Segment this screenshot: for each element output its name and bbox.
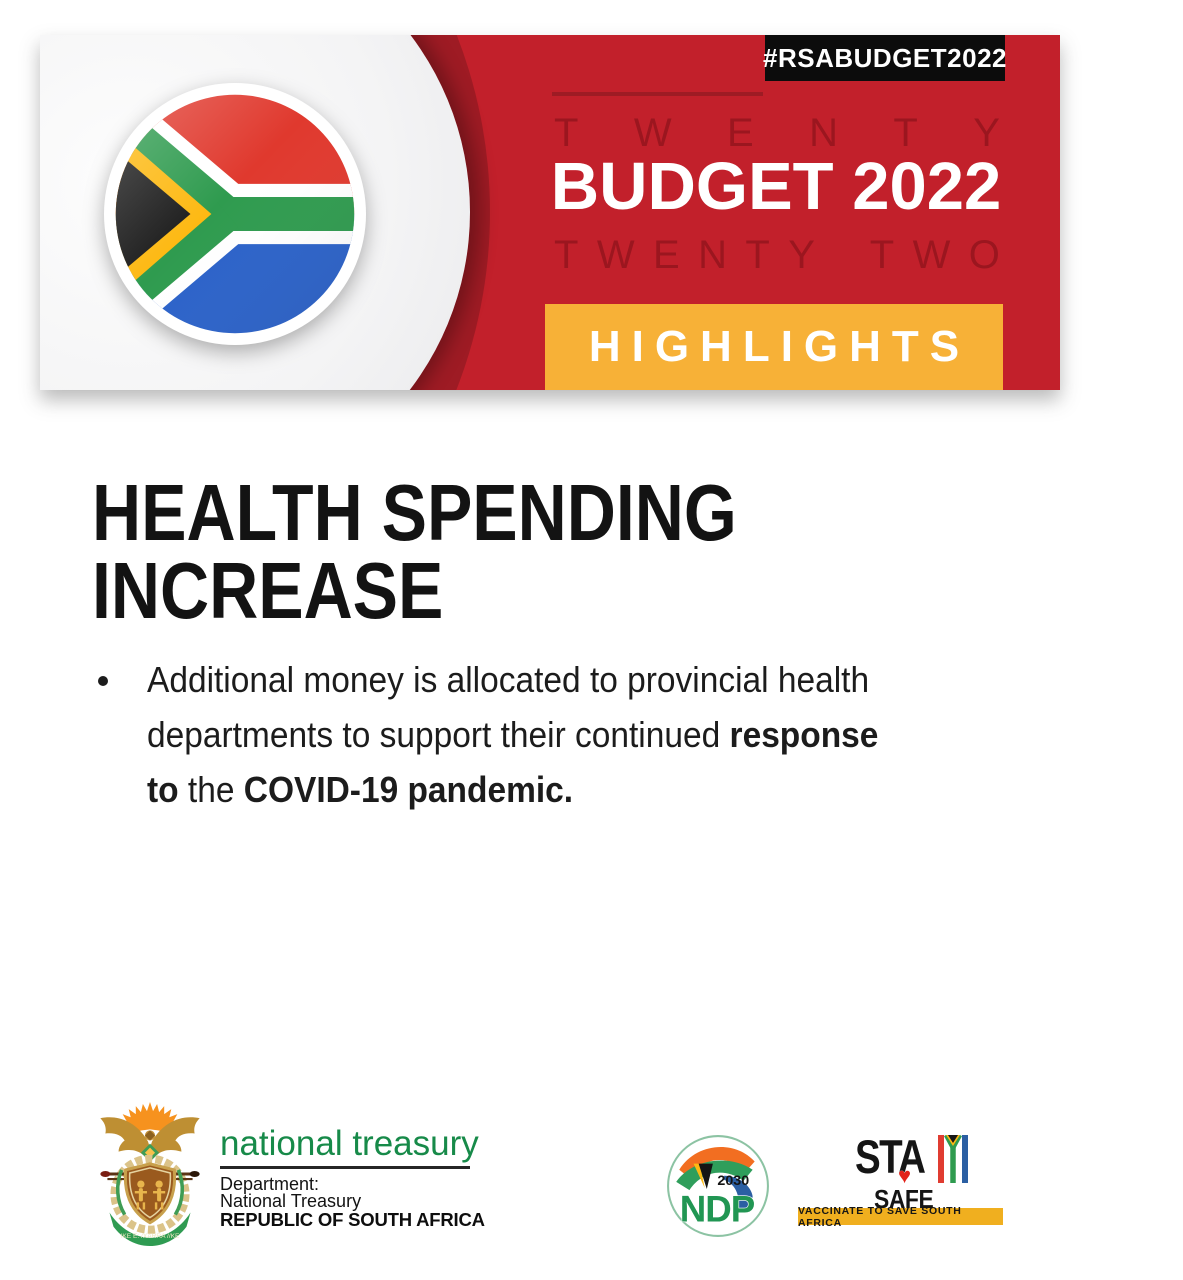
highlights-bar: HIGHLIGHTS [545,304,1003,390]
vaccinate-tagline: VACCINATE TO SAVE SOUTH AFRICA [798,1204,962,1229]
page-title-line2: INCREASE [92,546,444,635]
banner-rule [552,92,763,96]
bullet-text: Additional money is allocated to provinc… [147,659,879,810]
heart-icon: ♥ [898,1163,912,1188]
treasury-country: REPUBLIC OF SOUTH AFRICA [220,1209,485,1230]
bullet-item: Additional money is allocated to provinc… [94,652,1074,817]
treasury-department-label: Department: [220,1174,320,1194]
page-title-line1: HEALTH SPENDING [92,468,737,557]
stay-word: STA [855,1130,968,1183]
treasury-rule [220,1166,470,1169]
treasury-logo-block: national treasury Department: National T… [220,1126,520,1229]
vaccinate-banner: VACCINATE TO SAVE SOUTH AFRICA [798,1205,1003,1229]
highlights-label: HIGHLIGHTS [588,322,971,371]
ndp-year: 2030 [717,1173,749,1189]
treasury-department-name: National Treasury [220,1191,362,1211]
bullet-dot [98,676,108,686]
stay-safe-logo: STA ♥ SAFE VACCINATE TO SAVE SOUTH AFRIC… [798,1130,1003,1229]
treasury-brand: national treasury [220,1124,479,1163]
coat-of-arms-motto: !KE E: /XARRA //KE [121,1233,180,1240]
coat-of-arms-icon: !KE E: /XARRA //KE [93,1101,207,1249]
ndp-acronym: NDP [680,1189,755,1230]
bullet-list: Additional money is allocated to provinc… [94,652,1074,817]
ndp-2030-logo: 2030 NDP [665,1133,771,1239]
hashtag-badge: #RSABUDGET2022 [763,35,1007,81]
south-africa-flag-icon [104,83,366,345]
banner-title: BUDGET 2022 [550,149,1002,224]
stay-letters: STA [855,1130,926,1183]
page-title: HEALTH SPENDING INCREASE [92,473,737,631]
flag-y-icon [937,1135,968,1183]
